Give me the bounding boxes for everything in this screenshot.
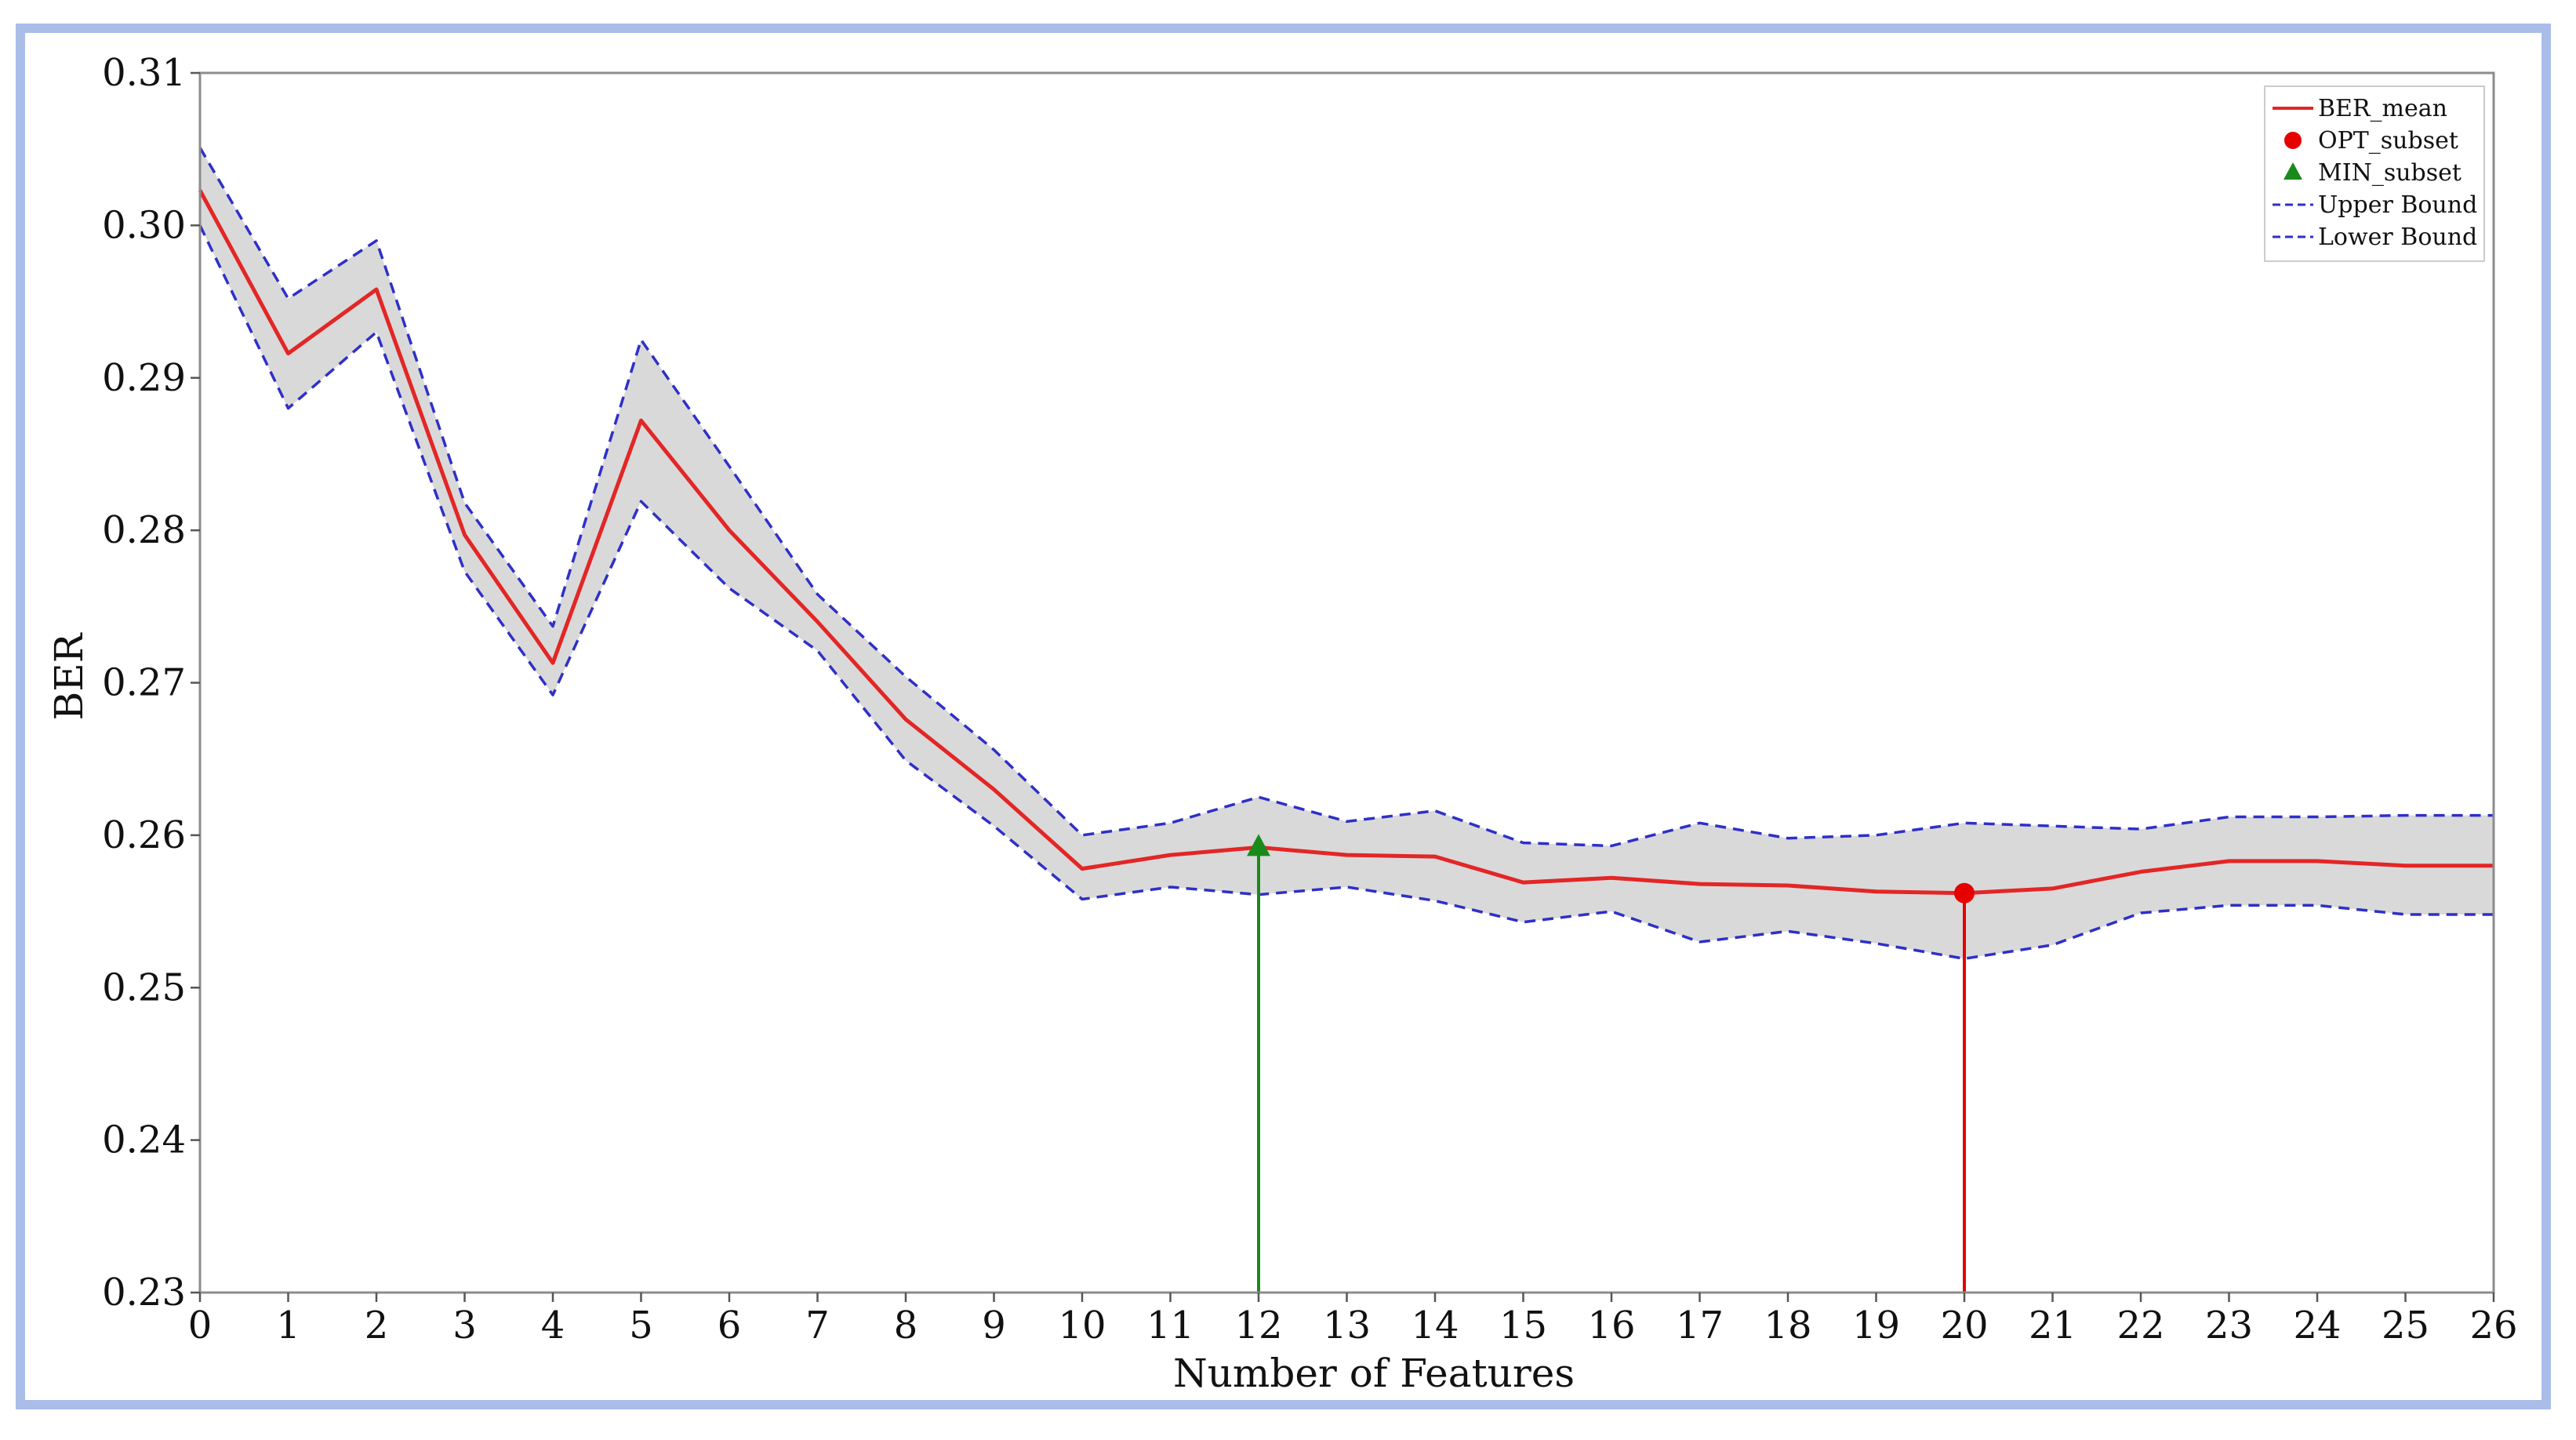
confidence-band-layer — [200, 147, 2494, 959]
legend: BER_mean OPT_subset MIN_subset Upper Bound L… — [2264, 85, 2485, 262]
x-tick-label: 21 — [2029, 1304, 2076, 1347]
x-tick-label: 5 — [629, 1304, 653, 1347]
marker-layer — [1247, 834, 1975, 1293]
min-subset-marker — [1247, 834, 1270, 856]
x-tick-label: 19 — [1852, 1304, 1900, 1347]
legend-ber-mean-label: BER_mean — [2318, 95, 2447, 122]
x-tick-label: 26 — [2469, 1304, 2517, 1347]
x-tick-label: 0 — [188, 1304, 213, 1347]
x-tick-label: 25 — [2382, 1304, 2429, 1347]
x-tick-label: 12 — [1234, 1304, 1282, 1347]
x-tick-label: 8 — [894, 1304, 918, 1347]
y-tick-label: 0.25 — [102, 965, 186, 1009]
x-tick-label: 17 — [1676, 1304, 1724, 1347]
x-tick-label: 24 — [2293, 1304, 2341, 1347]
y-tick-label: 0.31 — [102, 51, 186, 95]
x-tick-label: 7 — [805, 1304, 830, 1347]
y-tick-label: 0.27 — [102, 661, 186, 705]
legend-upper-bound-label: Upper Bound — [2318, 191, 2477, 219]
x-tick-label: 22 — [2116, 1304, 2164, 1347]
x-tick-label: 20 — [1940, 1304, 1988, 1347]
y-tick-label: 0.23 — [102, 1271, 186, 1315]
x-tick-label: 13 — [1323, 1304, 1371, 1347]
x-tick-label: 23 — [2205, 1304, 2253, 1347]
axes-layer: 0 1 2 3 4 5 6 7 8 9 10 11 12 13 14 15 16 17 18 19 20 21 22 23 24… — [102, 51, 2517, 1347]
x-axis-title: Number of Features — [1173, 1351, 1575, 1396]
y-axis-title: BER — [46, 632, 92, 720]
x-tick-label: 9 — [982, 1304, 1006, 1347]
x-tick-label: 14 — [1411, 1304, 1459, 1347]
x-tick-label: 1 — [276, 1304, 300, 1347]
x-tick-label: 2 — [365, 1304, 389, 1347]
legend-opt-subset-label: OPT_subset — [2318, 127, 2458, 155]
x-tick-label: 3 — [452, 1304, 477, 1347]
y-tick-label: 0.30 — [102, 203, 186, 247]
y-tick-label: 0.26 — [102, 813, 186, 857]
x-tick-label: 16 — [1587, 1304, 1635, 1347]
legend-min-subset-swatch — [2284, 162, 2302, 180]
series-layer — [198, 147, 2494, 961]
x-tick-label: 6 — [718, 1304, 742, 1347]
upper-bound-line — [198, 147, 2494, 848]
legend-opt-subset-swatch — [2284, 132, 2302, 149]
x-tick-label: 4 — [541, 1304, 565, 1347]
legend-box — [2264, 85, 2485, 262]
y-tick-label: 0.24 — [102, 1118, 186, 1162]
x-tick-label: 11 — [1146, 1304, 1194, 1347]
opt-subset-marker — [1954, 882, 1975, 904]
legend-min-subset-label: MIN_subset — [2318, 159, 2462, 187]
figure-frame — [16, 24, 2551, 1409]
x-tick-label: 10 — [1058, 1304, 1106, 1347]
x-tick-label: 15 — [1499, 1304, 1547, 1347]
confidence-band — [200, 147, 2494, 959]
y-tick-label: 0.29 — [102, 356, 186, 400]
ber-mean-line — [198, 189, 2494, 896]
x-tick-label: 18 — [1764, 1304, 1811, 1347]
lower-bound-line — [198, 224, 2494, 961]
legend-lower-bound-label: Lower Bound — [2318, 224, 2477, 251]
y-tick-label: 0.28 — [102, 508, 186, 552]
